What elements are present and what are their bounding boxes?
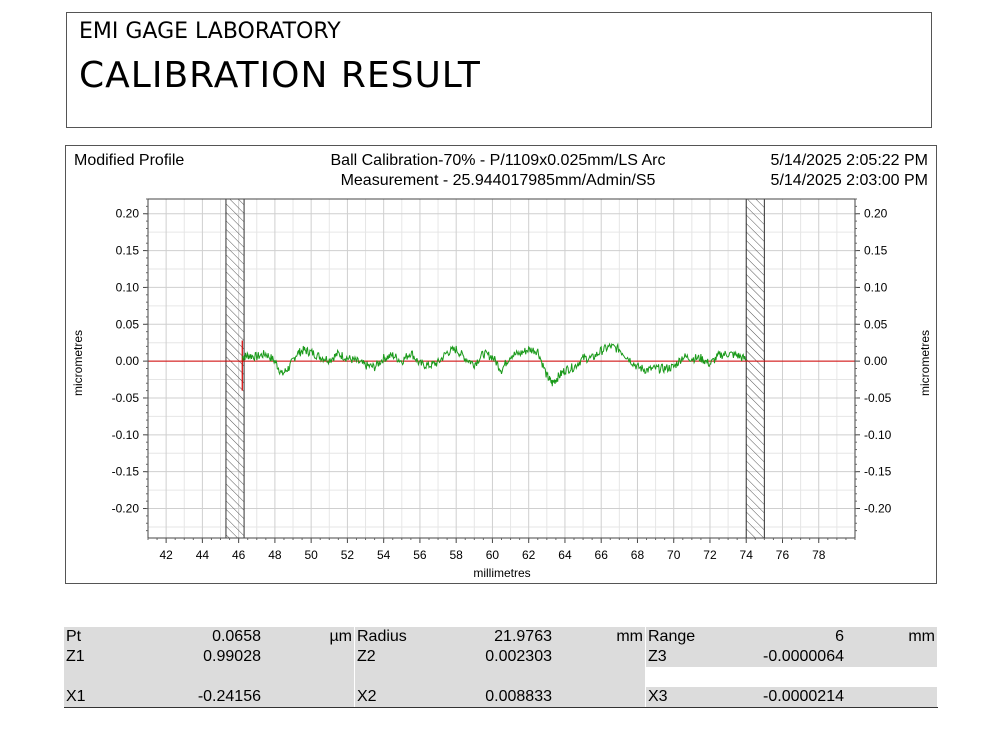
report-title: CALIBRATION RESULT: [79, 55, 481, 96]
lab-name: EMI GAGE LABORATORY: [79, 19, 341, 44]
result-value: 0.0658: [212, 628, 261, 645]
plot-area: 42 44 46 48 50 52 54 56 58 60 62 64 66 68 70 72 74 76 78 0.…: [112, 198, 892, 562]
result-value: 0.008833: [485, 688, 552, 705]
result-cell: Pt 0.0658 µm: [64, 627, 355, 647]
result-cell: Z3 -0.0000064: [646, 647, 938, 667]
results-row: Z1 0.99028 Z2 0.002303 Z3 -0.0000064: [64, 647, 938, 667]
result-value: 0.002303: [485, 648, 552, 665]
results-table: Pt 0.0658 µm Radius 21.9763 mm Range 6 m…: [64, 627, 938, 708]
y-tick-label-left: 0.20: [116, 207, 140, 221]
x-tick-label: 56: [413, 548, 427, 562]
y-axis-label-right: micrometres: [918, 330, 932, 396]
result-label: Z2: [357, 648, 376, 665]
result-label: X2: [357, 688, 377, 705]
x-tick-label: 64: [558, 548, 572, 562]
y-tick-label-left: 0.10: [116, 280, 140, 294]
result-cell: Range 6 mm: [646, 627, 938, 647]
x-tick-label: 60: [486, 548, 500, 562]
x-tick-label: 66: [595, 548, 609, 562]
result-label: Range: [648, 628, 696, 645]
excluded-region: [745, 198, 765, 539]
results-row: Pt 0.0658 µm Radius 21.9763 mm Range 6 m…: [64, 627, 938, 647]
result-cell-empty: [355, 667, 646, 687]
result-value: 21.9763: [494, 628, 552, 645]
y-tick-label-right: 0.00: [864, 354, 888, 368]
y-tick-label-left: -0.15: [112, 465, 140, 479]
results-row: X1 -0.24156 X2 0.008833 X3 -0.0000214: [64, 687, 938, 708]
result-value: -0.0000214: [763, 688, 844, 705]
result-cell: Z1 0.99028: [64, 647, 355, 667]
x-tick-label: 42: [159, 548, 173, 562]
y-tick-label-right: 0.05: [864, 317, 888, 331]
x-tick-label: 70: [667, 548, 681, 562]
x-tick-label: 50: [304, 548, 318, 562]
x-tick-label: 78: [812, 548, 826, 562]
y-tick-label-right: -0.15: [864, 465, 892, 479]
result-cell-empty: [646, 667, 938, 687]
x-tick-label: 68: [631, 548, 645, 562]
y-tick-label-left: -0.20: [112, 502, 140, 516]
info-line-2: Measurement - 25.944017985mm/Admin/S5: [341, 172, 656, 189]
result-cell: X3 -0.0000214: [646, 687, 938, 707]
x-tick-label: 74: [740, 548, 754, 562]
report-header: EMI GAGE LABORATORY CALIBRATION RESULT: [66, 12, 932, 128]
result-unit: µm: [329, 628, 352, 645]
result-unit: mm: [616, 628, 643, 645]
y-tick-label-left: 0.15: [116, 244, 140, 258]
result-cell: Radius 21.9763 mm: [355, 627, 646, 647]
result-cell: X1 -0.24156: [64, 687, 355, 707]
y-tick-label-right: 0.15: [864, 244, 888, 258]
x-tick-label: 54: [377, 548, 391, 562]
result-value: -0.0000064: [763, 648, 844, 665]
y-tick-label-right: -0.10: [864, 428, 892, 442]
x-tick-label: 62: [522, 548, 536, 562]
info-line-1: Ball Calibration-70% - P/1109x0.025mm/LS…: [331, 152, 666, 169]
x-tick-label: 46: [232, 548, 246, 562]
x-axis-label: millimetres: [473, 566, 530, 580]
y-tick-label-left: 0.00: [116, 354, 140, 368]
result-cell: Z2 0.002303: [355, 647, 646, 667]
x-tick-label: 58: [449, 548, 463, 562]
result-label: Z3: [648, 648, 667, 665]
result-label: X3: [648, 688, 668, 705]
profile-series-line: [241, 342, 747, 387]
y-axis-label-left: micrometres: [71, 330, 85, 396]
x-tick-label: 48: [268, 548, 282, 562]
result-cell-empty: [64, 667, 355, 687]
excluded-region: [225, 198, 245, 539]
result-label: X1: [66, 688, 86, 705]
y-tick-label-left: -0.10: [112, 428, 140, 442]
y-tick-label-right: 0.10: [864, 280, 888, 294]
x-tick-label: 76: [776, 548, 790, 562]
profile-chart-panel: Modified Profile Ball Calibration-70% - …: [65, 145, 937, 584]
date-line-2: 5/14/2025 2:03:00 PM: [771, 172, 928, 189]
results-spacer-row: [64, 667, 938, 687]
profile-chart: Modified Profile Ball Calibration-70% - …: [71, 152, 932, 580]
y-tick-label-right: -0.05: [864, 391, 892, 405]
result-value: 0.99028: [203, 648, 261, 665]
y-tick-label-left: -0.05: [112, 391, 140, 405]
y-tick-label-right: -0.20: [864, 502, 892, 516]
result-value: 6: [835, 628, 844, 645]
date-line-1: 5/14/2025 2:05:22 PM: [771, 152, 928, 169]
x-tick-label: 44: [196, 548, 210, 562]
y-tick-label-left: 0.05: [116, 317, 140, 331]
panel-label: Modified Profile: [74, 152, 184, 169]
result-label: Radius: [357, 628, 407, 645]
result-cell: X2 0.008833: [355, 687, 646, 707]
x-tick-label: 72: [703, 548, 717, 562]
result-label: Z1: [66, 648, 85, 665]
y-tick-label-right: 0.20: [864, 207, 888, 221]
x-tick-label: 52: [341, 548, 355, 562]
result-label: Pt: [66, 628, 82, 645]
result-unit: mm: [908, 628, 935, 645]
result-value: -0.24156: [197, 688, 261, 705]
